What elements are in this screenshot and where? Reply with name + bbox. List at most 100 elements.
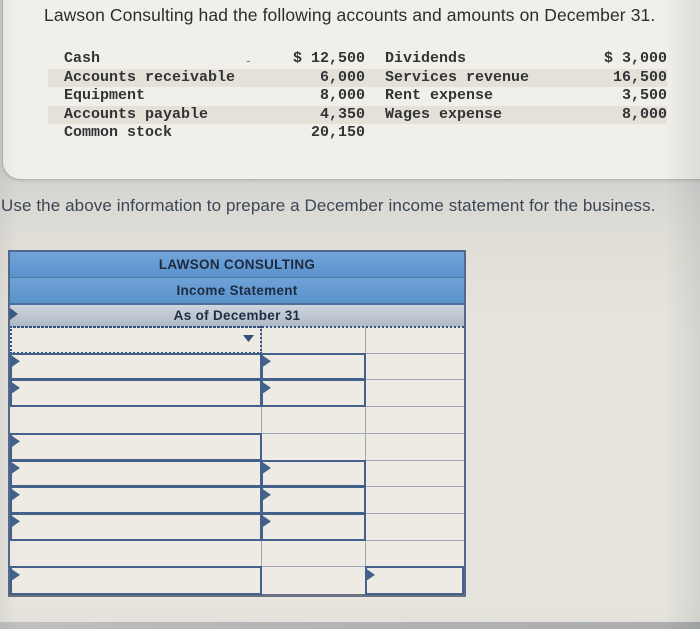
statement-row (10, 379, 464, 408)
empty-cell (366, 541, 464, 568)
statement-row (10, 432, 464, 461)
statement-row (10, 566, 464, 596)
cell-border (10, 566, 262, 596)
income-statement-table: LAWSON CONSULTING Income Statement As of… (8, 250, 466, 597)
empty-cell (366, 407, 464, 434)
empty-cell (366, 434, 464, 461)
account-amount (545, 124, 667, 143)
dropdown-arrow-icon[interactable] (243, 335, 254, 342)
account-label: Equipment (64, 87, 146, 105)
empty-cell (262, 433, 366, 461)
input-cell[interactable] (10, 379, 262, 408)
input-cell[interactable] (10, 432, 262, 461)
input-cell[interactable] (365, 566, 464, 596)
statement-period-label: As of December 31 (173, 308, 301, 323)
account-row: Accounts payable 4,350 Wages expense 8,0… (48, 105, 667, 125)
account-label: Services revenue (385, 68, 530, 86)
cell-flag-icon (12, 382, 20, 394)
instruction-text: Use the above information to prepare a D… (1, 196, 656, 215)
empty-cell (262, 407, 366, 434)
account-amount: 4,350 (319, 105, 365, 123)
statement-row (10, 512, 464, 541)
account-amount: 8,000 (319, 87, 365, 105)
empty-cell (10, 540, 262, 568)
cell-border (10, 432, 262, 461)
account-label: Accounts receivable (64, 68, 236, 86)
cell-flag-icon (12, 462, 20, 474)
account-label: Accounts payable (64, 105, 209, 123)
account-row: Common stock 20,150 (48, 124, 667, 143)
account-label: Rent expense (385, 87, 494, 105)
cell-border (261, 486, 366, 514)
problem-title: Lawson Consulting had the following acco… (44, 5, 656, 25)
input-cell[interactable] (261, 459, 366, 488)
statement-row (10, 459, 464, 488)
empty-cell (262, 540, 366, 568)
cell-flag-icon (263, 462, 271, 474)
empty-cell (366, 354, 464, 381)
input-cell[interactable] (10, 566, 262, 596)
accounts-table: Cash $ 12,500 Dividends $ 3,000 Accounts… (48, 50, 667, 143)
statement-body (10, 326, 464, 596)
input-cell[interactable] (261, 486, 366, 514)
account-label (385, 124, 545, 143)
statement-row (10, 540, 464, 568)
account-row: Cash $ 12,500 Dividends $ 3,000 (48, 50, 667, 69)
cell-border (261, 352, 366, 381)
empty-cell (262, 327, 366, 354)
account-label: Dividends (385, 50, 467, 67)
empty-cell (262, 567, 366, 595)
cell-flag-icon (12, 515, 20, 527)
statement-company-header: LAWSON CONSULTING (10, 252, 464, 278)
cell-border (10, 459, 262, 488)
account-amount: 20,150 (310, 124, 365, 142)
cell-flag-icon (12, 355, 20, 367)
account-row: Equipment 8,000 Rent expense 3,500 (48, 87, 667, 106)
cell-flag-icon (10, 308, 18, 320)
empty-cell (10, 407, 262, 434)
account-select-cell[interactable] (10, 326, 262, 354)
statement-row (10, 407, 464, 434)
input-cell[interactable] (10, 352, 262, 381)
cell-flag-icon (367, 569, 375, 581)
cell-flag-icon (263, 515, 271, 527)
cell-border (261, 512, 366, 541)
cell-flag-icon (12, 435, 20, 447)
cell-border (261, 459, 366, 488)
cell-flag-icon (12, 569, 20, 581)
statement-title-header: Income Statement (10, 278, 464, 305)
input-cell[interactable] (261, 379, 366, 408)
statement-row (10, 352, 464, 381)
input-cell[interactable] (261, 352, 366, 381)
screen-bottom-edge (0, 622, 700, 629)
statement-period-header[interactable]: As of December 31 (10, 305, 464, 327)
stray-dash: - (246, 52, 251, 68)
account-amount: 6,000 (319, 68, 365, 86)
cell-flag-icon (12, 489, 20, 501)
account-amount: $ 3,000 (603, 50, 667, 67)
account-amount: 8,000 (621, 105, 667, 123)
cell-flag-icon (263, 489, 271, 501)
cell-border (261, 379, 366, 408)
input-cell[interactable] (10, 459, 262, 488)
cell-flag-icon (263, 382, 271, 394)
empty-cell (366, 487, 464, 514)
account-amount: 16,500 (612, 68, 667, 86)
account-label: Cash (64, 50, 101, 67)
cell-border (10, 486, 262, 514)
empty-cell (366, 514, 464, 541)
input-cell[interactable] (261, 512, 366, 541)
empty-cell (366, 327, 464, 354)
cell-border (365, 566, 464, 596)
cell-border (10, 352, 262, 381)
input-cell[interactable] (10, 486, 262, 514)
input-cell[interactable] (10, 512, 262, 541)
cell-border (10, 512, 262, 541)
account-row: Accounts receivable 6,000 Services reven… (48, 68, 667, 88)
statement-row (10, 326, 464, 354)
cell-flag-icon (263, 355, 271, 367)
statement-row (10, 486, 464, 514)
account-amount: $ 12,500 (292, 50, 365, 67)
selection-border (10, 326, 262, 354)
